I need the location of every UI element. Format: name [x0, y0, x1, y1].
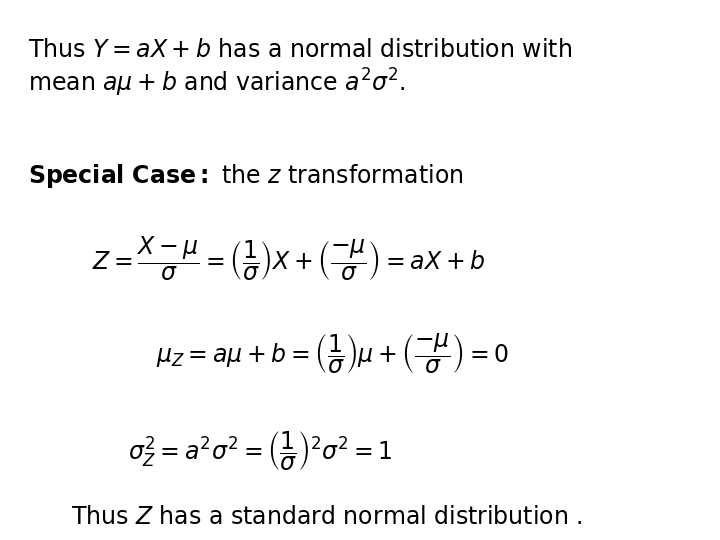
Text: $\sigma_Z^2 = a^2\sigma^2 = \left(\dfrac{1}{\sigma}\right)^2 \sigma^2 = 1$: $\sigma_Z^2 = a^2\sigma^2 = \left(\dfrac… [128, 429, 392, 472]
Text: $Z = \dfrac{X - \mu}{\sigma} = \left(\dfrac{1}{\sigma}\right)X + \left(\dfrac{-\: $Z = \dfrac{X - \mu}{\sigma} = \left(\df… [92, 235, 486, 284]
Text: $\mu_Z = a\mu + b = \left(\dfrac{1}{\sigma}\right)\mu + \left(\dfrac{-\mu}{\sigm: $\mu_Z = a\mu + b = \left(\dfrac{1}{\sig… [156, 332, 509, 376]
Text: $\mathbf{Special\ Case:}$ the $z$ transformation: $\mathbf{Special\ Case:}$ the $z$ transf… [28, 162, 464, 190]
Text: Thus $Y = aX + b$ has a normal distribution with
mean $a\mu + b$ and variance $a: Thus $Y = aX + b$ has a normal distribut… [28, 38, 572, 99]
Text: Thus $Z$ has a standard normal distribution .: Thus $Z$ has a standard normal distribut… [71, 505, 582, 529]
